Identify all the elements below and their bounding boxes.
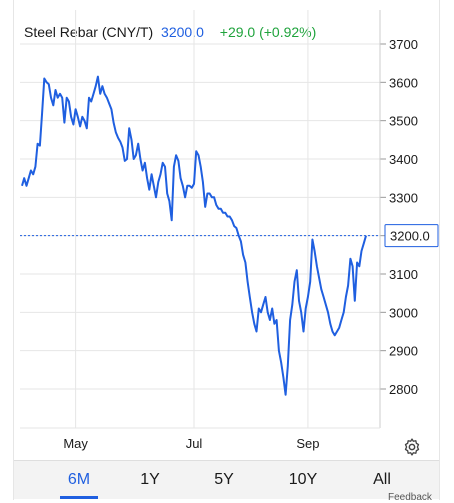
feedback-link[interactable]: Feedback: [388, 492, 432, 503]
gear-icon[interactable]: [402, 437, 422, 457]
instrument-name: Steel Rebar (CNY/T): [24, 24, 154, 40]
x-tick-label: Sep: [296, 436, 319, 451]
x-axis-labels: May Jul Sep: [63, 436, 319, 451]
chart-panel: [13, 0, 440, 500]
y-tick-label: 2900: [389, 344, 418, 359]
y-tick-label: 3500: [389, 114, 418, 129]
x-tick-label: May: [63, 436, 88, 451]
line-chart[interactable]: 2800290030003100320033003400350036003700…: [0, 0, 454, 460]
range-1y-button[interactable]: 1Y: [140, 471, 160, 488]
y-axis-labels: 2800290030003100320033003400350036003700: [389, 37, 418, 397]
range-all-button[interactable]: All: [373, 471, 391, 488]
quote-header: Steel Rebar (CNY/T) 3200.0 +29.0 (+0.92%…: [24, 24, 316, 40]
range-6m-button[interactable]: 6M: [67, 471, 91, 488]
y-tick-label: 3400: [389, 152, 418, 167]
y-tick-label: 3000: [389, 305, 418, 320]
x-tick-label: Jul: [186, 436, 203, 451]
y-tick-label: 2800: [389, 382, 418, 397]
current-price: 3200.0: [161, 24, 204, 40]
y-tick-label: 3300: [389, 190, 418, 205]
range-5y-button[interactable]: 5Y: [214, 471, 234, 488]
price-change: +29.0 (+0.92%): [219, 24, 317, 40]
range-10y-button[interactable]: 10Y: [288, 471, 318, 488]
active-range-indicator: [60, 496, 98, 499]
last-price-tag-label: 3200.0: [390, 229, 430, 244]
range-selector: 6M 1Y 5Y 10Y All: [14, 460, 439, 499]
last-price-tag: 3200.0: [384, 224, 439, 248]
gridlines: [20, 10, 386, 429]
y-tick-label: 3100: [389, 267, 418, 282]
price-series-line: [21, 75, 367, 396]
y-tick-label: 3700: [389, 37, 418, 52]
y-tick-label: 3600: [389, 75, 418, 90]
